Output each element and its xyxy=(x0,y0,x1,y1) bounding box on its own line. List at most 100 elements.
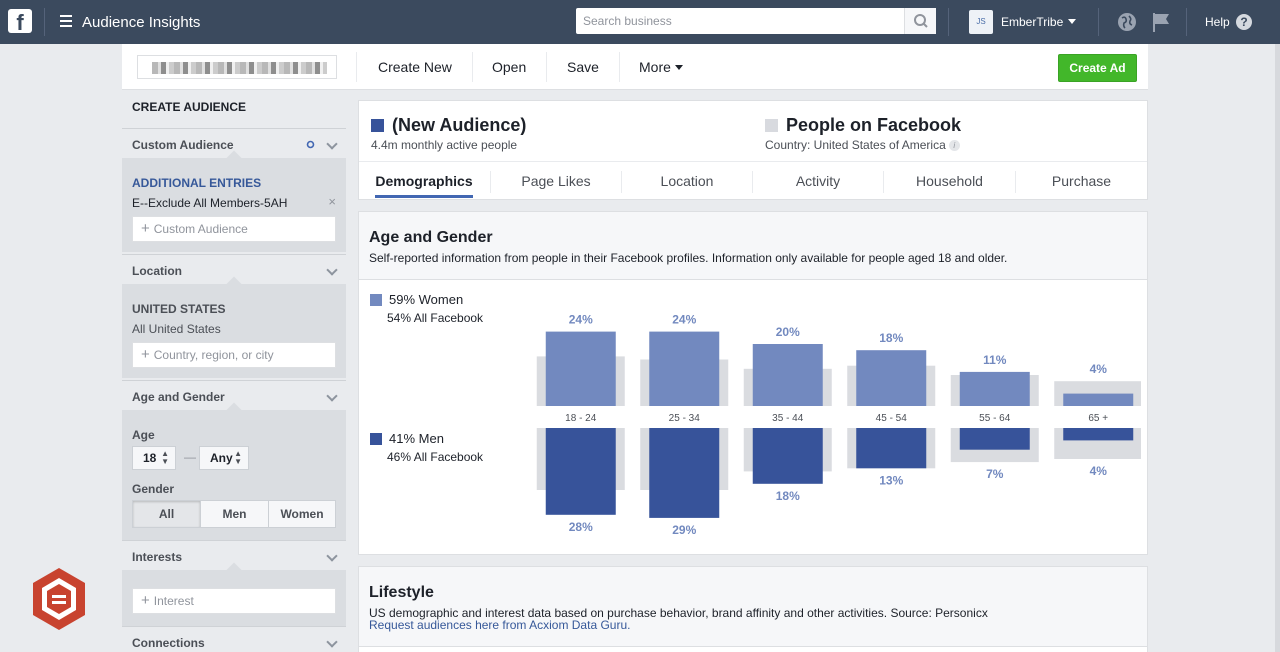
scrollbar-track[interactable] xyxy=(1275,44,1280,652)
flag-icon[interactable] xyxy=(1150,11,1172,33)
account-name[interactable]: EmberTribe xyxy=(1001,15,1064,29)
toolbar-separator xyxy=(546,52,547,82)
help-icon[interactable]: ? xyxy=(1236,14,1252,30)
people-on-facebook-swatch xyxy=(765,119,778,132)
save-button[interactable]: Save xyxy=(567,59,599,75)
section-title: Interests xyxy=(132,550,183,564)
location-input[interactable]: + Country, region, or city xyxy=(132,342,336,368)
toggle-separator xyxy=(268,501,269,527)
section-title: Location xyxy=(132,264,182,278)
info-icon[interactable]: i xyxy=(948,140,960,151)
men-bar xyxy=(752,428,823,484)
caret-down-icon xyxy=(674,65,683,70)
chevron-down-icon[interactable] xyxy=(326,264,338,276)
tabs-divider xyxy=(359,161,1147,162)
embertribe-logo-icon xyxy=(33,568,85,630)
women-all-facebook: 54% All Facebook xyxy=(387,311,484,325)
gender-all-button[interactable]: All xyxy=(133,501,200,527)
chevron-down-icon[interactable] xyxy=(326,138,338,150)
age-gender-chart: 24% 28% 18 - 24 24% 29% 25 - 34 20% 18% 35 - 44 1… xyxy=(529,313,1141,537)
women-bar xyxy=(545,331,616,406)
tab-separator xyxy=(752,171,753,193)
create-ad-button[interactable]: Create Ad xyxy=(1058,54,1137,82)
tab-separator xyxy=(1015,171,1016,193)
men-value-label: 13% xyxy=(879,473,903,487)
women-value-label: 24% xyxy=(672,313,696,327)
age-max-select[interactable]: Any ▲ ▼ xyxy=(199,446,249,470)
card-title: Age and Gender xyxy=(369,229,493,246)
gender-toggle-group: All Men Women xyxy=(132,500,336,528)
tab-separator xyxy=(621,171,622,193)
interest-input[interactable]: + Interest xyxy=(132,588,336,614)
country-text: Country: United States of America xyxy=(765,138,946,152)
age-gender-section-header[interactable]: Age and Gender xyxy=(122,380,346,410)
women-bar xyxy=(959,371,1030,406)
search-business-input[interactable] xyxy=(576,8,904,34)
globe-icon[interactable] xyxy=(1117,12,1137,32)
age-min-select[interactable]: 18 ▲ ▼ xyxy=(132,446,176,470)
connections-section-header[interactable]: Connections xyxy=(122,626,346,652)
tab-page-likes[interactable]: Page Likes xyxy=(521,173,591,189)
audience-name-field[interactable] xyxy=(137,55,337,79)
women-bar xyxy=(752,344,823,406)
panel-header: CREATE AUDIENCE xyxy=(132,100,247,114)
women-bar xyxy=(649,331,720,406)
settings-dot-icon[interactable] xyxy=(306,140,315,149)
men-all-facebook: 46% All Facebook xyxy=(387,450,484,464)
men-bar xyxy=(649,428,720,518)
avatar[interactable]: JS xyxy=(969,10,993,34)
women-value-label: 4% xyxy=(1090,362,1108,376)
create-new-button[interactable]: Create New xyxy=(378,59,452,75)
input-placeholder: Custom Audience xyxy=(153,222,248,236)
gender-men-button[interactable]: Men xyxy=(201,501,268,527)
age-tick-label: 18 - 24 xyxy=(565,413,597,424)
age-tick-label: 45 - 54 xyxy=(876,413,908,424)
toolbar-separator xyxy=(356,52,357,82)
tab-location[interactable]: Location xyxy=(660,173,714,189)
tab-household[interactable]: Household xyxy=(916,173,983,189)
search-box xyxy=(576,8,936,34)
help-link[interactable]: Help xyxy=(1205,15,1230,29)
age-tick-label: 55 - 64 xyxy=(979,413,1011,424)
redacted-audience-name xyxy=(152,62,327,74)
hamburger-menu-icon[interactable] xyxy=(60,15,72,27)
interests-section-header[interactable]: Interests xyxy=(122,540,346,570)
tab-separator xyxy=(490,171,491,193)
chevron-down-icon[interactable] xyxy=(326,390,338,402)
men-bar xyxy=(856,428,927,469)
custom-audience-entry: E--Exclude All Members-5AH xyxy=(132,196,288,210)
women-legend-label: 59% Women xyxy=(389,292,464,307)
facebook-logo-icon[interactable]: f xyxy=(8,9,32,33)
age-max-value: Any xyxy=(210,451,233,465)
chevron-down-icon[interactable] xyxy=(326,636,338,648)
account-dropdown-caret-icon[interactable] xyxy=(1068,19,1076,24)
acxiom-request-link[interactable]: Request audiences here from Acxiom Data … xyxy=(369,618,631,632)
custom-audience-input[interactable]: + Custom Audience xyxy=(132,216,336,242)
chevron-down-icon[interactable] xyxy=(326,550,338,562)
gender-women-button[interactable]: Women xyxy=(269,501,335,527)
section-title: Age and Gender xyxy=(132,390,225,404)
country-info: Country: United States of America i xyxy=(765,138,960,152)
tab-purchase[interactable]: Purchase xyxy=(1051,173,1112,189)
men-bar xyxy=(959,428,1030,450)
tab-demographics[interactable]: Demographics xyxy=(375,173,473,189)
custom-audience-section-header[interactable]: Custom Audience xyxy=(122,128,346,158)
new-audience-swatch xyxy=(371,119,384,132)
location-section-header[interactable]: Location xyxy=(122,254,346,284)
tab-separator xyxy=(883,171,884,193)
age-range-dash: — xyxy=(184,450,196,464)
new-audience-size: 4.4m monthly active people xyxy=(371,138,518,152)
open-button[interactable]: Open xyxy=(492,59,527,75)
search-button[interactable] xyxy=(904,8,936,34)
men-value-label: 29% xyxy=(672,523,696,537)
tab-activity[interactable]: Activity xyxy=(795,173,841,189)
women-bar xyxy=(1063,393,1134,406)
remove-entry-close-icon[interactable]: × xyxy=(328,194,336,209)
men-value-label: 4% xyxy=(1090,464,1108,478)
men-legend-label: 41% Men xyxy=(389,431,444,446)
age-label: Age xyxy=(132,428,155,442)
new-audience-title: (New Audience) xyxy=(392,115,527,135)
more-menu-button[interactable]: More xyxy=(639,59,683,75)
input-placeholder: Country, region, or city xyxy=(153,348,274,362)
facebook-logo-letter: f xyxy=(16,10,24,33)
